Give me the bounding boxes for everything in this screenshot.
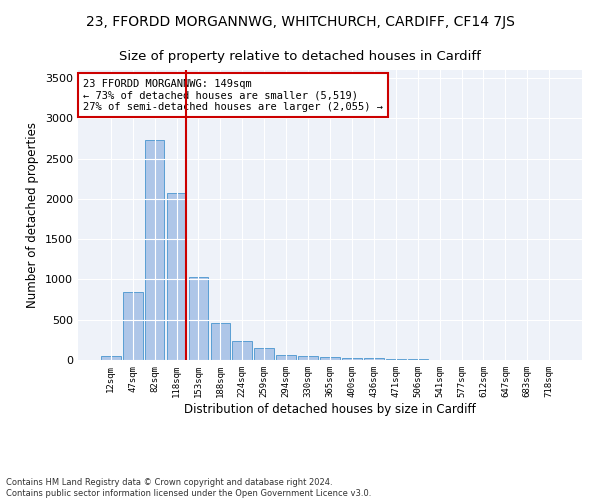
Bar: [408, 359, 428, 360]
Bar: [386, 359, 406, 360]
Text: 23 FFORDD MORGANNWG: 149sqm
← 73% of detached houses are smaller (5,519)
27% of : 23 FFORDD MORGANNWG: 149sqm ← 73% of det…: [83, 78, 383, 112]
Bar: [276, 355, 296, 360]
Bar: [342, 358, 362, 360]
X-axis label: Distribution of detached houses by size in Cardiff: Distribution of detached houses by size …: [184, 402, 476, 415]
Bar: [101, 356, 121, 360]
Y-axis label: Number of detached properties: Number of detached properties: [26, 122, 40, 308]
Bar: [145, 140, 164, 360]
Bar: [211, 323, 230, 360]
Bar: [320, 357, 340, 360]
Bar: [123, 292, 143, 360]
Bar: [167, 193, 187, 360]
Bar: [254, 348, 274, 360]
Bar: [188, 277, 208, 360]
Bar: [364, 358, 384, 360]
Text: Contains HM Land Registry data © Crown copyright and database right 2024.
Contai: Contains HM Land Registry data © Crown c…: [6, 478, 371, 498]
Text: 23, FFORDD MORGANNWG, WHITCHURCH, CARDIFF, CF14 7JS: 23, FFORDD MORGANNWG, WHITCHURCH, CARDIF…: [86, 15, 514, 29]
Bar: [232, 341, 252, 360]
Bar: [298, 356, 318, 360]
Text: Size of property relative to detached houses in Cardiff: Size of property relative to detached ho…: [119, 50, 481, 63]
